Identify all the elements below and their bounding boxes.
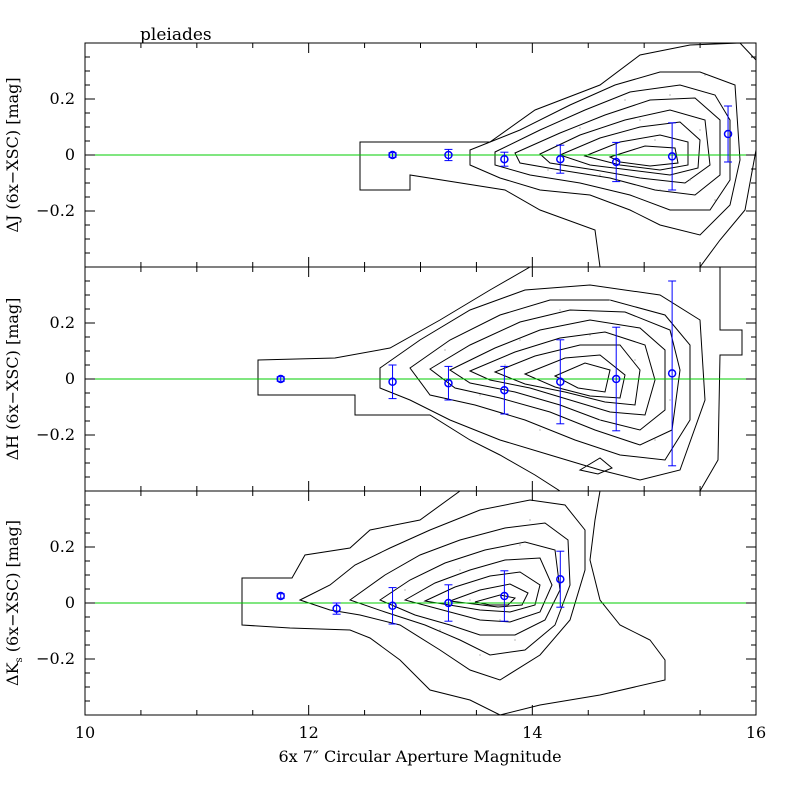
y-tick-label: −0.2: [36, 425, 75, 444]
point-marker: [556, 574, 565, 584]
x-tick-label: 10: [75, 723, 95, 742]
x-axis-label: 6x 7″ Circular Aperture Magnitude: [278, 747, 561, 766]
x-ticks-h: [84, 267, 757, 491]
density-dots-h: [444, 299, 671, 441]
point-marker: [444, 150, 453, 160]
series-points-j: [388, 105, 733, 191]
x-tick-labels: 10 12 14 16: [75, 723, 766, 742]
point-marker: [332, 604, 341, 613]
density-contours-h: [257, 267, 743, 491]
data-point-ks: [332, 602, 341, 615]
data-point-j: [611, 141, 621, 183]
series-points-h: [276, 280, 677, 467]
point-marker: [388, 601, 397, 611]
data-point-j: [444, 148, 453, 162]
data-point-h: [276, 374, 285, 384]
chart-title: pleiades: [140, 25, 212, 45]
point-marker: [611, 374, 621, 384]
series-points-ks: [276, 550, 565, 625]
y-axis-label-j-text: ΔJ (6x−XSC) [mag]: [3, 77, 22, 232]
data-point-j: [388, 150, 397, 160]
y-tick-label: 0: [65, 145, 75, 164]
y-tick-label: 0.2: [50, 89, 75, 108]
point-marker: [723, 129, 733, 139]
point-marker: [500, 385, 509, 395]
data-point-j: [556, 144, 565, 174]
y-ticks-h: 0.2 0 −0.2: [36, 280, 756, 478]
y-axis-label-ks: ΔKs (6x−XSC) [mag]: [3, 520, 25, 686]
y-axis-label-ks-rest: (6x−XSC) [mag]: [3, 520, 22, 657]
density-contours-j: [359, 43, 756, 267]
panel-delta-ks: 0.2 0 −0.2 ΔKs (6x−XSC) [mag]: [3, 490, 757, 716]
y-axis-label-j: ΔJ (6x−XSC) [mag]: [3, 77, 22, 232]
data-point-h: [667, 280, 677, 467]
point-marker: [667, 369, 677, 378]
data-point-ks: [556, 550, 565, 608]
point-marker: [500, 154, 509, 164]
y-axis-label-ks-subscript: s: [14, 657, 25, 662]
point-marker: [556, 154, 565, 164]
point-marker: [444, 378, 453, 388]
data-point-h: [500, 365, 509, 415]
y-ticks-j: 0.2 0 −0.2: [36, 56, 756, 254]
data-point-h: [611, 326, 621, 432]
y-axis-label-h-text: ΔH (6x−XSC) [mag]: [3, 298, 22, 461]
x-ticks-j: [84, 43, 757, 267]
panel-delta-j: 0.2 0 −0.2 ΔJ (6x−XSC) [mag]: [3, 42, 757, 268]
point-marker: [556, 377, 565, 387]
x-ticks-ks: [84, 491, 757, 715]
y-tick-label: 0: [65, 593, 75, 612]
y-axis-label-h: ΔH (6x−XSC) [mag]: [3, 298, 22, 461]
point-marker: [611, 157, 621, 167]
data-point-ks: [500, 570, 509, 622]
data-point-j: [723, 105, 733, 163]
panel-delta-h: 0.2 0 −0.2 ΔH (6x−XSC) [mag]: [3, 266, 757, 492]
x-tick-label: 14: [522, 723, 542, 742]
data-point-ks: [276, 591, 285, 601]
y-tick-label: 0.2: [50, 313, 75, 332]
point-marker: [444, 598, 453, 608]
data-point-j: [667, 122, 677, 191]
y-tick-label: −0.2: [36, 201, 75, 220]
data-point-ks: [444, 584, 453, 622]
y-ticks-ks: 0.2 0 −0.2: [36, 504, 756, 702]
x-tick-label: 16: [746, 723, 766, 742]
data-point-h: [556, 339, 565, 425]
density-dots-ks: [404, 519, 546, 656]
data-point-h: [444, 365, 453, 401]
density-dots-j: [547, 74, 716, 201]
data-point-ks: [388, 587, 397, 625]
data-point-h: [388, 364, 397, 400]
y-tick-label: 0.2: [50, 537, 75, 556]
y-tick-label: −0.2: [36, 649, 75, 668]
point-marker: [276, 591, 285, 601]
data-point-j: [500, 151, 509, 167]
point-marker: [388, 150, 397, 160]
point-marker: [276, 374, 285, 384]
x-tick-label: 12: [298, 723, 318, 742]
point-marker: [667, 152, 677, 161]
y-tick-label: 0: [65, 369, 75, 388]
point-marker: [388, 377, 397, 387]
y-axis-label-ks-text: ΔK: [3, 661, 22, 686]
point-marker: [500, 591, 509, 601]
